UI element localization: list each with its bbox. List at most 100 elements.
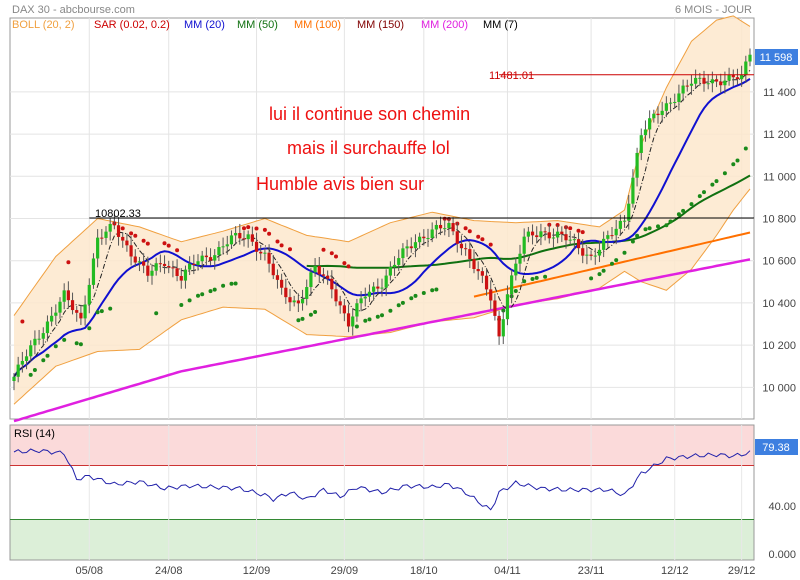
sar-dot <box>321 247 326 252</box>
candle-body <box>162 263 167 267</box>
last-price-badge <box>755 49 798 65</box>
sar-dot <box>32 368 37 372</box>
price-tick-label: 10 400 <box>762 298 796 310</box>
candle-body <box>125 240 129 246</box>
candle-body <box>45 321 50 334</box>
candle-body <box>740 74 744 80</box>
annotation-line-1: lui il continue son chemin <box>269 104 470 124</box>
level-lines <box>89 74 754 219</box>
price-tick-label: 11 400 <box>763 87 796 99</box>
sar-dot <box>643 227 648 232</box>
candle-body <box>581 248 585 256</box>
sar-dot <box>28 372 33 377</box>
candle-body <box>585 254 589 256</box>
candle-body <box>58 301 62 313</box>
candle-body <box>83 304 87 319</box>
sar-dot <box>166 243 171 248</box>
candle-body <box>246 234 250 240</box>
candle-body <box>87 284 91 305</box>
candle-body <box>405 246 409 249</box>
date-tick-label: 12/09 <box>243 565 271 577</box>
sar-dot <box>196 293 200 298</box>
candle-body <box>112 223 116 226</box>
chart-symbol: DAX 30 - abcbourse.com <box>12 4 135 16</box>
sar-dot <box>41 358 46 363</box>
price-tick-label: 10 200 <box>762 340 796 352</box>
candle-body <box>706 83 710 85</box>
sar-dot <box>430 288 435 293</box>
candle-body <box>133 256 137 263</box>
candle-body <box>597 249 602 256</box>
bollinger-band <box>13 15 751 405</box>
sar-dot <box>175 248 180 253</box>
last-price-value: 11 598 <box>760 52 793 64</box>
candle-body <box>296 300 300 304</box>
candle-body <box>330 278 334 290</box>
sar-dot <box>45 353 50 358</box>
candle-body <box>351 316 355 327</box>
sar-dot <box>145 241 150 246</box>
candle-body <box>694 77 698 84</box>
price-tick-label: 11 000 <box>763 171 796 183</box>
candle-body <box>438 224 443 229</box>
candle-body <box>535 235 539 238</box>
sar-dot <box>288 247 292 252</box>
sar-dot <box>200 292 205 297</box>
candle-body <box>12 376 16 382</box>
candle-body <box>192 263 196 265</box>
candle-body <box>606 235 610 239</box>
sar-dot <box>534 275 539 280</box>
sar-dot <box>689 202 694 207</box>
candle-body <box>401 248 405 259</box>
sar-dot <box>622 250 627 255</box>
candle-body <box>217 247 221 256</box>
sar-dot <box>664 223 669 228</box>
rsi-line <box>13 448 751 511</box>
candle-body <box>326 275 330 279</box>
candle-body <box>744 61 748 75</box>
candle-body <box>66 290 70 301</box>
sar-dot <box>354 324 359 329</box>
price-tick-label: 10 000 <box>762 382 796 394</box>
candle-body <box>54 312 58 316</box>
candle-body <box>602 238 606 250</box>
candle-body <box>514 263 518 276</box>
sar-dot <box>141 238 146 243</box>
candle-body <box>20 360 24 365</box>
candle-body <box>589 254 593 256</box>
sar-dot <box>722 171 727 176</box>
sar-dot <box>346 264 351 269</box>
candle-body <box>710 79 714 84</box>
sar-dot <box>342 261 347 266</box>
candle-body <box>175 268 179 276</box>
sar-dot <box>329 251 334 256</box>
candle-body <box>121 236 125 241</box>
candle-body <box>572 239 576 241</box>
candle-body <box>719 81 723 86</box>
candle-body <box>518 253 522 264</box>
level-a-label: 10802.33 <box>95 208 141 220</box>
candle-body <box>422 236 426 239</box>
candle-body <box>618 220 622 229</box>
sar-dot <box>614 258 619 263</box>
indicator-legend: BOLL (20, 2) SAR (0.02, 0.2) MM (20) MM (50… <box>12 19 518 31</box>
candle-body <box>388 266 392 276</box>
candle-body <box>493 300 497 316</box>
rsi-last-value: 79.38 <box>762 442 790 454</box>
sar-dot <box>233 281 238 286</box>
candle-body <box>497 315 501 337</box>
candle-body <box>225 244 229 247</box>
sar-dot <box>53 344 58 349</box>
candle-body <box>37 338 41 340</box>
rsi-axis-ticks: 0.000 40.00 <box>768 501 796 561</box>
candle-body <box>359 298 363 304</box>
candle-body <box>476 269 480 272</box>
candle-body <box>656 113 660 116</box>
candle-body <box>116 225 121 237</box>
date-axis-ticks: 05/08 24/08 12/09 29/09 18/10 04/11 23/11 12/12… <box>76 565 756 577</box>
candle-body <box>234 232 238 236</box>
date-tick-label: 23/11 <box>578 565 605 577</box>
sar-dot <box>580 230 585 235</box>
sar-dot <box>409 296 414 301</box>
